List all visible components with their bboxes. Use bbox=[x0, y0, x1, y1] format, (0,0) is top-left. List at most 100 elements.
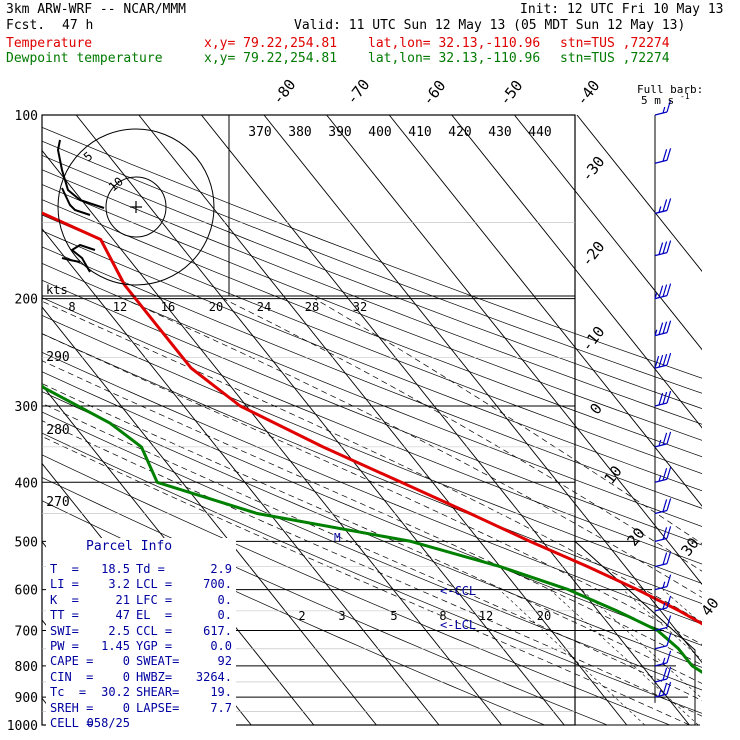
parcel-info-cell: TT = bbox=[50, 608, 79, 623]
extended-frame-edge bbox=[574, 541, 696, 725]
barb-shaft bbox=[654, 251, 668, 257]
hodograph-ring-label: 10 bbox=[106, 174, 126, 194]
parcel-info-cell: CAPE = bbox=[50, 654, 94, 669]
barb-flag bbox=[662, 499, 668, 512]
hodograph-center-marker bbox=[130, 201, 142, 213]
parcel-info-cell: 058/25 bbox=[86, 716, 130, 730]
parcel-info-cell: LCL = bbox=[136, 577, 173, 592]
barb-flag bbox=[662, 657, 666, 665]
pressure-label: 300 bbox=[15, 400, 38, 415]
parcel-info-cell: 92 bbox=[217, 654, 232, 669]
mixing-ratio-label: 8 bbox=[439, 609, 446, 623]
wind-barb bbox=[654, 595, 672, 612]
parcel-info-row: Tc = 30.2 SHEAR= 19. bbox=[50, 685, 236, 700]
barb-flag bbox=[654, 329, 658, 336]
isotherm-label: 30 bbox=[677, 534, 702, 559]
barb-flag bbox=[658, 242, 664, 255]
wind-barb bbox=[654, 650, 672, 667]
barb-flag bbox=[666, 551, 672, 564]
parcel-info-cell: 0 bbox=[122, 654, 130, 669]
isotherm-line bbox=[326, 115, 702, 585]
barb-flag bbox=[658, 689, 662, 697]
isotherm-label: -80 bbox=[269, 76, 300, 108]
parcel-info-row: PW = 1.45 YGP = 0.0 bbox=[50, 639, 236, 654]
mixing-ratio-label: 20 bbox=[537, 609, 551, 623]
parcel-info-row: SWI= 2.5 CCL = 617. bbox=[50, 624, 236, 639]
parcel-info-cell: T = bbox=[50, 562, 79, 576]
parcel-info-row: K = 21 LFC = 0. bbox=[50, 593, 236, 608]
isotherm-line bbox=[451, 115, 702, 429]
isotherm-line bbox=[514, 115, 702, 351]
hodograph-scale-tick: 16 bbox=[161, 300, 175, 314]
parcel-info-cell: LAPSE= bbox=[136, 700, 180, 715]
parcel-info-cell: 617. bbox=[203, 623, 232, 638]
hodograph-scale-tick: 24 bbox=[257, 300, 271, 314]
barb-flag bbox=[662, 241, 668, 254]
barb-flag bbox=[662, 199, 668, 212]
hodograph-scale-tick: 12 bbox=[113, 300, 127, 314]
barb-flag bbox=[658, 285, 664, 298]
model-title: 3km ARW-WRF -- NCAR/MMM bbox=[6, 2, 187, 17]
barb-flag bbox=[666, 681, 672, 695]
parcel-info-cell: 1.45 bbox=[101, 639, 130, 653]
barb-flag bbox=[662, 149, 668, 162]
barb-flag bbox=[666, 320, 672, 333]
isotherm-line bbox=[42, 306, 377, 725]
barb-flag bbox=[666, 666, 672, 680]
moist-adiabat-line bbox=[314, 298, 702, 545]
parcel-info-cell: SREH = bbox=[50, 700, 94, 715]
wind-barb bbox=[654, 198, 672, 215]
parcel-info-cell: 0. bbox=[217, 592, 232, 607]
barb-flag bbox=[666, 240, 672, 253]
isotherm-label: -10 bbox=[578, 323, 609, 355]
temperature-xy: x,y= 79.22,254.81 bbox=[204, 36, 338, 51]
barb-flag bbox=[666, 148, 672, 161]
parcel-info-row: SREH = 0 LAPSE= 7.7 bbox=[50, 701, 236, 716]
barb-flag bbox=[662, 284, 668, 297]
barb-flag bbox=[666, 650, 672, 664]
theta-label: 390 bbox=[328, 125, 351, 140]
wind-barb bbox=[654, 431, 672, 448]
parcel-info-cell: 19. bbox=[210, 685, 232, 700]
theta-label: 380 bbox=[288, 125, 311, 140]
parcel-info-row: LI = 3.2 LCL = 700. bbox=[50, 577, 236, 592]
isotherm-label: -20 bbox=[578, 238, 609, 270]
barb-flag bbox=[662, 432, 668, 446]
parcel-info-cell: K = bbox=[50, 592, 79, 607]
barb-flag bbox=[662, 106, 666, 114]
barb-shaft bbox=[654, 509, 668, 515]
wind-barb bbox=[654, 574, 672, 591]
parcel-info-cell: SWEAT= bbox=[136, 654, 180, 669]
barb-legend-units-exponent: -1 bbox=[680, 92, 690, 101]
wind-barb bbox=[654, 633, 672, 650]
parcel-info-row: CELL = 058/25 bbox=[50, 716, 236, 731]
theta-label: 400 bbox=[368, 125, 391, 140]
barb-shaft bbox=[654, 111, 668, 116]
dewpoint-latlon: lat,lon= 32.13,-110.96 bbox=[368, 51, 541, 66]
wind-barb bbox=[654, 615, 672, 632]
barb-flag bbox=[666, 283, 672, 296]
parcel-info-cell: 7.7 bbox=[210, 700, 232, 715]
pressure-label: 800 bbox=[15, 660, 38, 675]
barb-flag bbox=[662, 321, 668, 334]
hodograph-ring-10 bbox=[57, 128, 215, 286]
barb-legend-units: 5 m s bbox=[641, 94, 674, 107]
barb-flag bbox=[658, 392, 664, 406]
parcel-info-cell: HWBZ= bbox=[136, 669, 173, 684]
init-time: Init: 12 UTC Fri 10 May 13 bbox=[520, 2, 724, 17]
parcel-info-cell: 0 bbox=[122, 700, 130, 715]
barb-flag bbox=[658, 354, 664, 368]
barb-flag bbox=[666, 498, 672, 511]
barb-flag bbox=[662, 527, 668, 540]
parcel-info-cell: EL = bbox=[136, 608, 173, 623]
barb-flag bbox=[666, 352, 672, 366]
barb-flag bbox=[662, 353, 668, 367]
pressure-label: 100 bbox=[15, 109, 38, 124]
barb-flag bbox=[658, 206, 662, 213]
barb-shaft bbox=[654, 478, 668, 483]
isotherm-line bbox=[42, 149, 502, 725]
isotherm-label: 20 bbox=[623, 524, 648, 549]
barb-flag bbox=[666, 526, 672, 539]
mixing-ratio-label: 5 bbox=[390, 609, 397, 623]
